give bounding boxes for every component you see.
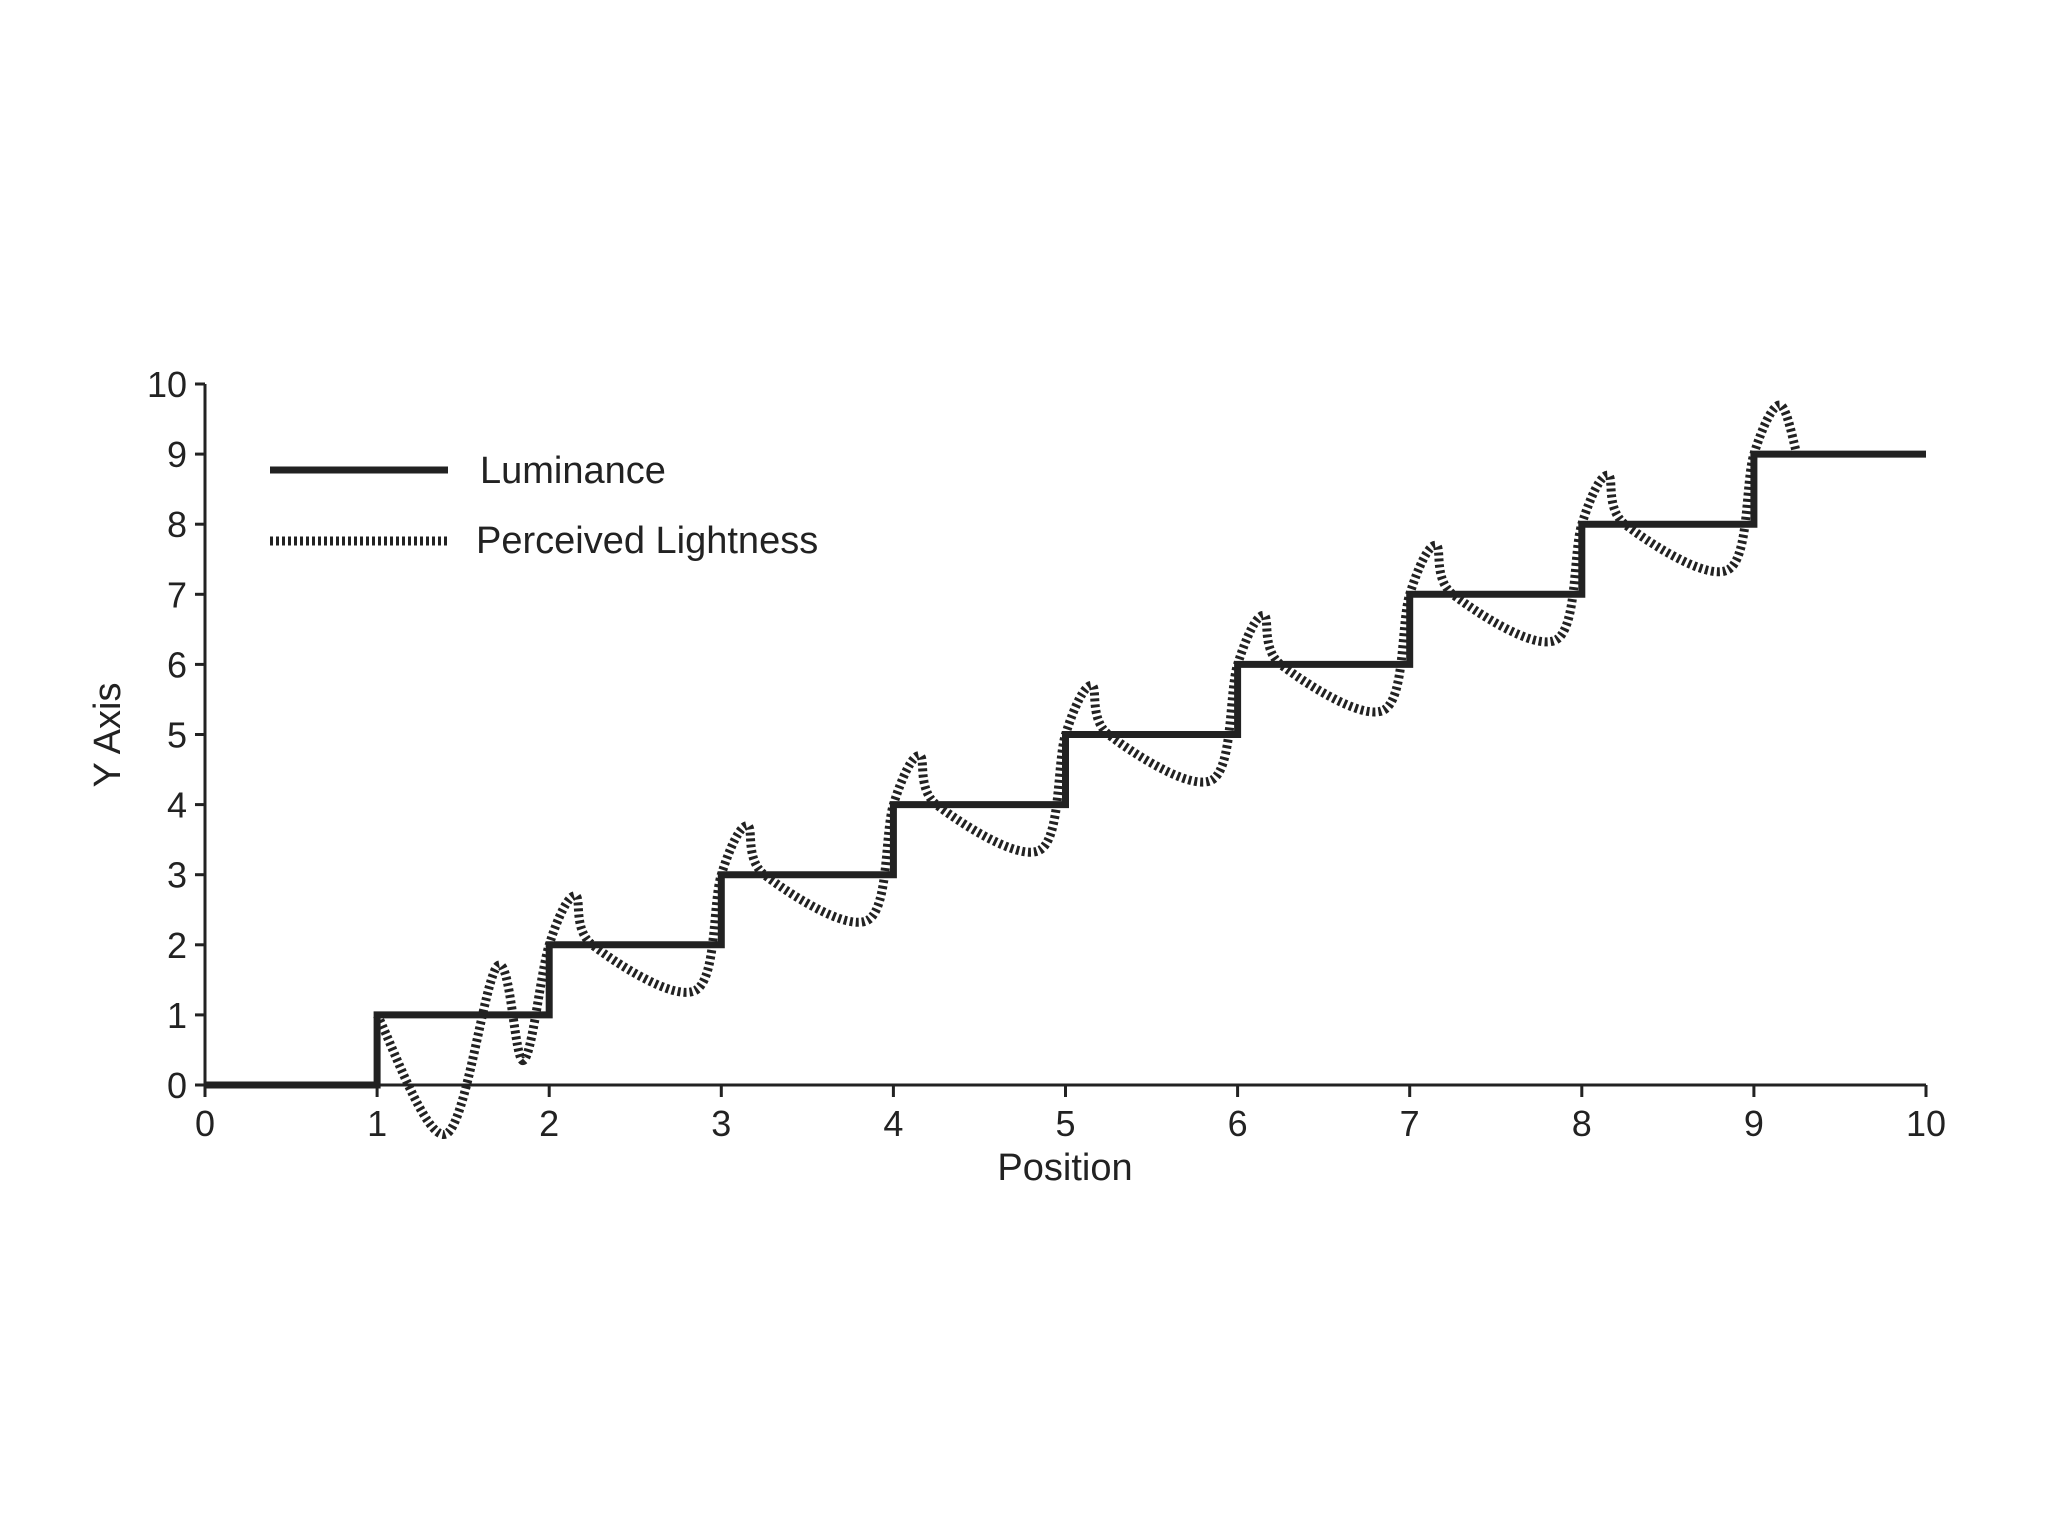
x-tick-label: 6	[1228, 1103, 1248, 1144]
y-tick-label: 0	[167, 1065, 187, 1106]
x-ticks: 0 1 2 3 4 5 6 7 8 9 10	[195, 1085, 1946, 1144]
x-tick-label: 5	[1055, 1103, 1075, 1144]
y-tick-label: 8	[167, 504, 187, 545]
x-tick-label: 4	[883, 1103, 903, 1144]
series-line-luminance	[205, 450, 1926, 1089]
y-tick-label: 2	[167, 925, 187, 966]
x-tick-label: 8	[1572, 1103, 1592, 1144]
y-tick-label: 1	[167, 995, 187, 1036]
y-tick-label: 9	[167, 434, 187, 475]
y-axis-label: Y Axis	[87, 683, 129, 788]
x-tick-label: 3	[711, 1103, 731, 1144]
legend-label-perceived-lightness: Perceived Lightness	[476, 520, 818, 562]
x-axis-label: Position	[997, 1147, 1132, 1189]
x-tick-label: 9	[1744, 1103, 1764, 1144]
y-tick-label: 3	[167, 855, 187, 896]
x-tick-label: 1	[367, 1103, 387, 1144]
x-tick-label: 0	[195, 1103, 215, 1144]
series-line-perceived-lightness	[373, 400, 1802, 1139]
y-tick-label: 4	[167, 785, 187, 826]
x-tick-label: 7	[1400, 1103, 1420, 1144]
x-tick-label: 10	[1906, 1103, 1946, 1144]
x-tick-label: 2	[539, 1103, 559, 1144]
y-ticks: 0 1 2 3 4 5 6 7 8 9 10	[147, 364, 205, 1106]
legend-label-luminance: Luminance	[480, 450, 666, 492]
series-layer	[205, 400, 1926, 1139]
y-tick-label: 10	[147, 364, 187, 405]
y-tick-label: 5	[167, 715, 187, 756]
y-tick-label: 7	[167, 574, 187, 615]
y-tick-label: 6	[167, 644, 187, 685]
legend: Luminance Perceived Lightness	[270, 450, 818, 562]
